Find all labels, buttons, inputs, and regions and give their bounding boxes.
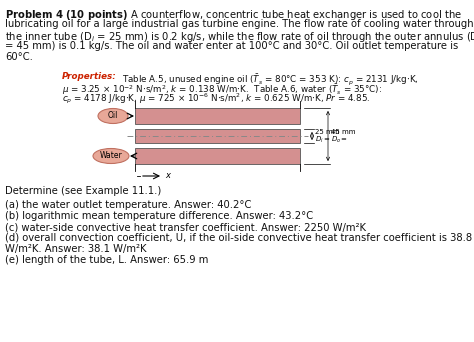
Ellipse shape [93,148,129,163]
Text: 45 mm: 45 mm [331,129,356,135]
Text: $\mu$ = 3.25 $\times$ 10$^{-2}$ N$\cdot$s/m$^2$, $k$ = 0.138 W/m$\cdot$K.  Table: $\mu$ = 3.25 $\times$ 10$^{-2}$ N$\cdot$… [62,82,382,97]
Text: Determine (see Example 11.1.): Determine (see Example 11.1.) [5,186,161,196]
Text: 60°C.: 60°C. [5,52,33,62]
Text: $c_p$ = 4178 J/kg$\cdot$K, $\mu$ = 725 $\times$ 10$^{-6}$ N$\cdot$s/m$^2$, $k$ =: $c_p$ = 4178 J/kg$\cdot$K, $\mu$ = 725 $… [62,92,370,106]
Text: the inner tube (D$_i$ = 25 mm) is 0.2 kg/s, while the flow rate of oil through t: the inner tube (D$_i$ = 25 mm) is 0.2 kg… [5,30,474,44]
Text: (a) the water outlet temperature. Answer: 40.2°C: (a) the water outlet temperature. Answer… [5,200,251,210]
Ellipse shape [98,108,128,123]
Text: (c) water-side convective heat transfer coefficient. Answer: 2250 W/m²K: (c) water-side convective heat transfer … [5,222,366,232]
Text: x: x [165,171,170,181]
Text: W/m²K. Answer: 38.1 W/m²K: W/m²K. Answer: 38.1 W/m²K [5,244,146,254]
Text: lubricating oil for a large industrial gas turbine engine. The flow rate of cool: lubricating oil for a large industrial g… [5,19,474,29]
Text: Properties:: Properties: [62,72,117,81]
Text: (d) overall convection coefficient, U, if the oil-side convective heat transfer : (d) overall convection coefficient, U, i… [5,233,472,243]
Text: $\bf{Problem\ 4\ (10\ points)}$ A counterflow, concentric tube heat exchanger is: $\bf{Problem\ 4\ (10\ points)}$ A counte… [5,8,462,22]
Text: $D_o=$: $D_o=$ [331,135,348,145]
Text: 25 mm: 25 mm [315,129,339,135]
Text: Water: Water [100,152,122,160]
Bar [135,108,300,124]
Text: (b) logarithmic mean temperature difference. Answer: 43.2°C: (b) logarithmic mean temperature differe… [5,211,313,221]
Bar [135,148,300,164]
Bar [135,129,300,143]
Text: $D_i=$: $D_i=$ [315,135,330,145]
Text: (e) length of the tube, L. Answer: 65.9 m: (e) length of the tube, L. Answer: 65.9 … [5,255,209,265]
Text: Oil: Oil [108,111,118,120]
Text: Table A.5, unused engine oil ($\bar{T}_s$ = 80$\degree$C = 353 K): $c_p$ = 2131 : Table A.5, unused engine oil ($\bar{T}_s… [122,72,419,87]
Text: = 45 mm) is 0.1 kg/s. The oil and water enter at 100°C and 30°C. Oil outlet temp: = 45 mm) is 0.1 kg/s. The oil and water … [5,41,458,51]
